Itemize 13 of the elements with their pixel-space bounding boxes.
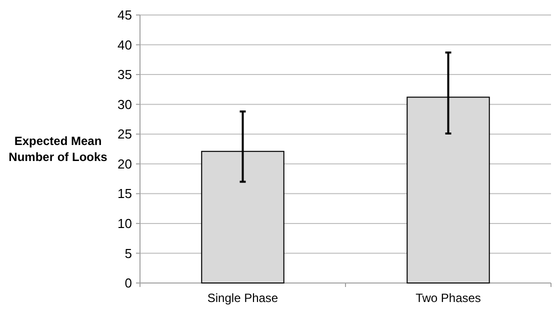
y-tick-label: 30	[118, 96, 132, 112]
y-tick-label: 10	[118, 216, 132, 231]
y-tick-label: 20	[118, 156, 132, 172]
y-tick-label: 0	[124, 276, 132, 291]
y-tick-label: 40	[118, 37, 132, 52]
y-tick-label: 45	[118, 8, 132, 23]
y-tick-label: 25	[118, 126, 132, 142]
y-tick-label: 35	[118, 67, 132, 82]
y-axis-title: Expected Mean Number of Looks	[8, 134, 108, 164]
x-tick-label: Two Phases	[416, 291, 481, 305]
x-tick-label: Single Phase	[207, 291, 278, 305]
y-tick-label: 15	[118, 186, 132, 202]
y-tick-label: 5	[124, 246, 132, 261]
